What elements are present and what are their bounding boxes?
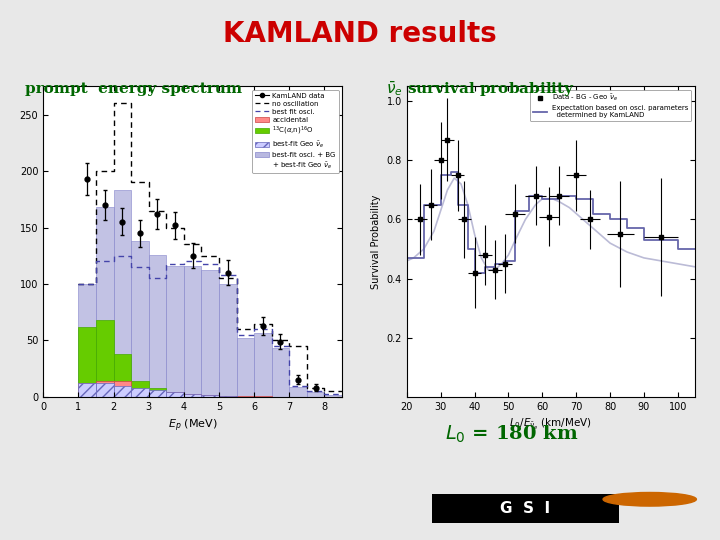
Bar bbox=[307, 393, 325, 397]
Bar bbox=[166, 393, 184, 397]
Bar bbox=[148, 392, 166, 397]
Bar bbox=[131, 241, 148, 397]
Bar bbox=[166, 394, 184, 397]
Bar bbox=[166, 393, 184, 397]
Bar bbox=[78, 383, 96, 397]
Legend: KamLAND data, no oscillation, best fit osci., accidental, $^{13}$C($\alpha$,n)$^: KamLAND data, no oscillation, best fit o… bbox=[252, 90, 338, 173]
X-axis label: $L_0/E_{\bar{\nu}_e}$ (km/MeV): $L_0/E_{\bar{\nu}_e}$ (km/MeV) bbox=[509, 417, 593, 433]
Text: $L_0$ = 180 km: $L_0$ = 180 km bbox=[444, 424, 578, 446]
Bar bbox=[184, 394, 202, 397]
Bar bbox=[96, 381, 114, 397]
Text: $\bar{\nu}_e$ survival probability: $\bar{\nu}_e$ survival probability bbox=[387, 79, 575, 99]
Text: G  S  I: G S I bbox=[500, 501, 550, 516]
Bar bbox=[114, 354, 131, 397]
Bar bbox=[78, 284, 96, 397]
Bar bbox=[96, 320, 114, 397]
Bar bbox=[202, 271, 219, 397]
Bar bbox=[114, 381, 131, 397]
Bar bbox=[114, 386, 131, 397]
X-axis label: $E_p$ (MeV): $E_p$ (MeV) bbox=[168, 417, 217, 434]
Bar bbox=[184, 394, 202, 397]
Bar bbox=[166, 266, 184, 397]
Bar bbox=[432, 495, 618, 523]
Bar bbox=[254, 333, 271, 397]
Bar bbox=[131, 381, 148, 397]
Bar bbox=[148, 390, 166, 397]
Bar bbox=[254, 396, 271, 397]
Bar bbox=[96, 207, 114, 397]
Text: KAMLAND results: KAMLAND results bbox=[223, 20, 497, 48]
Bar bbox=[131, 392, 148, 397]
Bar bbox=[237, 338, 254, 397]
Bar bbox=[148, 388, 166, 397]
Bar bbox=[219, 396, 237, 397]
Bar bbox=[114, 190, 131, 397]
Y-axis label: Survival Probability: Survival Probability bbox=[371, 194, 381, 289]
Bar bbox=[202, 395, 219, 397]
Bar bbox=[131, 388, 148, 397]
Bar bbox=[219, 284, 237, 397]
Bar bbox=[78, 383, 96, 397]
Bar bbox=[184, 266, 202, 397]
Bar bbox=[271, 348, 289, 397]
Bar bbox=[148, 255, 166, 397]
Text: prompt  energy spectrum: prompt energy spectrum bbox=[24, 82, 242, 96]
Bar bbox=[78, 327, 96, 397]
Bar bbox=[237, 396, 254, 397]
Bar bbox=[289, 387, 307, 397]
Bar bbox=[96, 383, 114, 397]
Circle shape bbox=[603, 492, 696, 506]
Bar bbox=[219, 396, 237, 397]
Bar bbox=[202, 395, 219, 397]
Bar bbox=[325, 395, 342, 397]
Legend: Data - BG - Geo $\bar{\nu}_e$, Expectation based on osci. parameters
  determine: Data - BG - Geo $\bar{\nu}_e$, Expectati… bbox=[530, 90, 691, 121]
